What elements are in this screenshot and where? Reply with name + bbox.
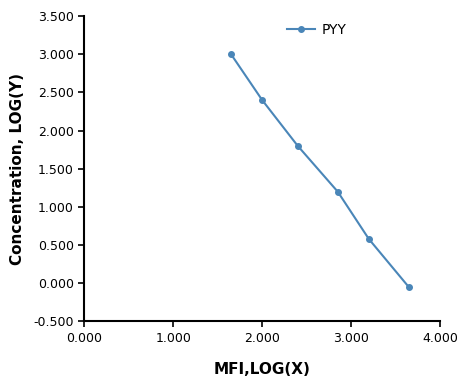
PYY	[259, 98, 265, 102]
X-axis label: MFI,LOG(X): MFI,LOG(X)	[214, 361, 310, 377]
Line: PYY: PYY	[228, 51, 412, 290]
PYY	[228, 52, 234, 56]
PYY	[366, 237, 371, 241]
Legend: PYY: PYY	[287, 23, 347, 37]
PYY	[406, 285, 412, 289]
PYY	[335, 189, 340, 194]
Y-axis label: Concentration, LOG(Y): Concentration, LOG(Y)	[10, 73, 25, 265]
PYY	[295, 143, 301, 148]
